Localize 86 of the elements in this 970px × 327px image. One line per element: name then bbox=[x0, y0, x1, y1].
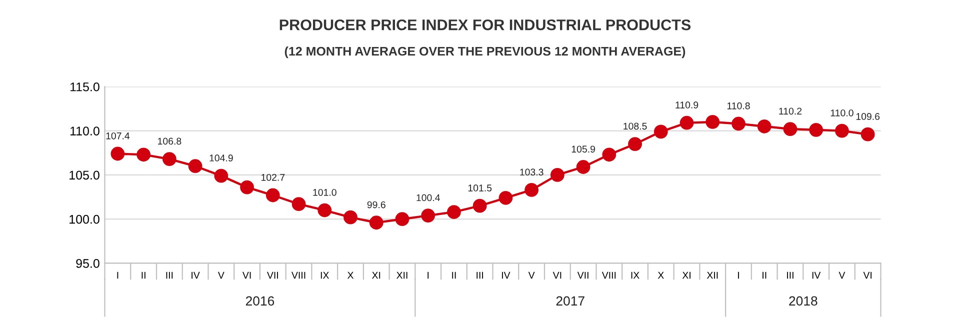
x-tick-label: IX bbox=[320, 272, 330, 279]
x-tick-label: XII bbox=[396, 272, 408, 279]
point bbox=[421, 208, 436, 223]
data-label: 104.9 bbox=[210, 154, 233, 162]
point bbox=[860, 127, 875, 142]
x-tick-label: VI bbox=[863, 272, 872, 279]
data-label: 100.4 bbox=[416, 194, 440, 202]
x-tick-label: X bbox=[658, 272, 664, 279]
x-tick-label: I bbox=[117, 272, 118, 279]
point bbox=[447, 205, 461, 219]
point bbox=[576, 160, 590, 174]
data-label: 105.9 bbox=[572, 146, 595, 153]
point bbox=[654, 124, 668, 139]
x-tick-label: VII bbox=[577, 272, 588, 279]
text: 2018 bbox=[789, 296, 818, 306]
point bbox=[214, 168, 228, 183]
x-tick-label: X bbox=[347, 272, 354, 279]
point bbox=[266, 188, 280, 202]
y-tick-label: 110.0 bbox=[70, 126, 100, 136]
data-label: 103.3 bbox=[520, 168, 544, 176]
text: 2017 bbox=[556, 296, 584, 306]
point bbox=[628, 137, 642, 151]
point bbox=[188, 159, 202, 174]
data-label: 107.4 bbox=[106, 132, 130, 140]
x-tick-label: XI bbox=[372, 272, 380, 279]
point bbox=[292, 197, 306, 212]
x-tick-label: XII bbox=[706, 272, 718, 279]
data-label: 110.8 bbox=[727, 102, 750, 110]
point bbox=[344, 210, 358, 224]
x-tick-label: III bbox=[787, 272, 794, 279]
y-tick-label: 115.0 bbox=[70, 82, 100, 92]
x-tick-label: I bbox=[738, 272, 739, 279]
data-label: 110.0 bbox=[830, 109, 854, 116]
point bbox=[680, 116, 694, 130]
point bbox=[136, 148, 151, 162]
x-tick-label: II bbox=[452, 272, 456, 279]
x-tick-label: V bbox=[218, 272, 224, 279]
x-tick-label: IV bbox=[812, 272, 821, 279]
point bbox=[602, 148, 616, 162]
x-tick-label: V bbox=[838, 272, 846, 279]
data-label: 110.9 bbox=[676, 102, 698, 108]
data-label: 102.7 bbox=[261, 174, 285, 181]
x-tick-label: VI bbox=[242, 272, 251, 279]
x-tick-label: I bbox=[428, 272, 429, 279]
data-label: 109.6 bbox=[856, 113, 880, 120]
point bbox=[783, 122, 798, 136]
point bbox=[732, 116, 746, 131]
text: 2016 bbox=[246, 296, 274, 306]
point bbox=[757, 119, 772, 134]
y-tick-label: 100.0 bbox=[70, 214, 100, 224]
data-label: 99.6 bbox=[367, 201, 386, 208]
point bbox=[369, 216, 384, 230]
x-tick-label: II bbox=[762, 272, 766, 279]
point bbox=[240, 180, 254, 194]
y-tick-label: 95.0 bbox=[76, 259, 100, 268]
point bbox=[395, 212, 410, 226]
point bbox=[550, 168, 564, 182]
point bbox=[809, 122, 824, 137]
x-tick-label: V bbox=[528, 272, 535, 279]
point bbox=[498, 190, 513, 205]
point bbox=[110, 146, 125, 161]
data-label: 101.5 bbox=[468, 184, 492, 192]
x-tick-label: VIII bbox=[292, 272, 306, 279]
x-tick-label: II bbox=[142, 272, 146, 279]
data-label: 106.8 bbox=[158, 138, 182, 145]
chart-subtitle: (12 MONTH AVERAGE OVER THE PREVIOUS 12 MONTH AVERAGE) bbox=[284, 46, 686, 58]
point bbox=[318, 203, 332, 218]
point bbox=[835, 124, 849, 138]
chart-title: PRODUCER PRICE INDEX FOR INDUSTRIAL PRODUCTS bbox=[280, 19, 691, 30]
point bbox=[162, 152, 176, 166]
x-tick-label: IX bbox=[631, 272, 640, 279]
x-tick-label: VIII bbox=[602, 272, 616, 279]
x-tick-label: IV bbox=[502, 272, 510, 279]
point bbox=[524, 183, 539, 197]
y-tick-label: 105.0 bbox=[70, 170, 100, 180]
x-tick-label: IV bbox=[192, 272, 200, 279]
data-label: 110.2 bbox=[779, 108, 802, 115]
x-tick-label: VI bbox=[552, 272, 562, 279]
point bbox=[706, 115, 720, 129]
x-tick-label: XI bbox=[682, 272, 690, 279]
x-tick-label: VII bbox=[266, 272, 278, 279]
point bbox=[472, 198, 487, 213]
data-label: 101.0 bbox=[313, 188, 336, 196]
data-label: 108.5 bbox=[624, 122, 647, 130]
x-tick-label: III bbox=[166, 272, 173, 279]
x-tick-label: III bbox=[476, 272, 483, 279]
